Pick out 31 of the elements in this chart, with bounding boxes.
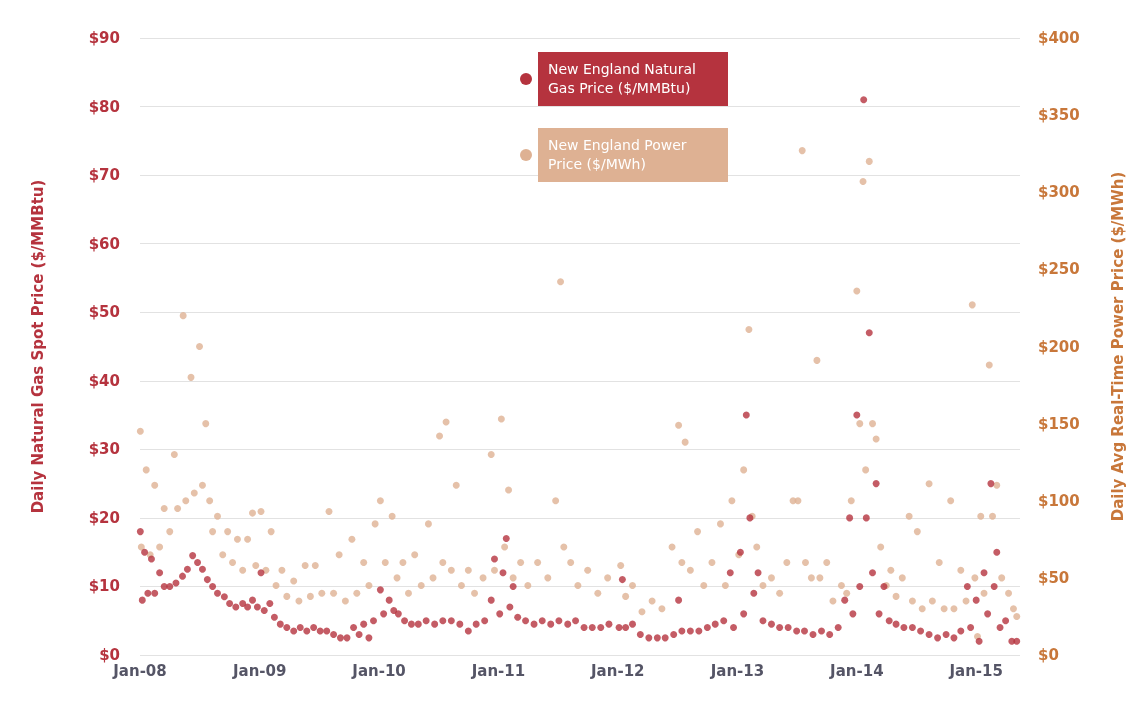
y-tick-label: $0 [99, 646, 120, 664]
y2-axis-title: Daily Avg Real-Time Power Price ($/MWh) [1108, 171, 1127, 522]
y2-tick-label: $100 [1038, 491, 1080, 510]
y2-tick-label: $150 [1038, 414, 1080, 433]
y-tick-label: $30 [88, 440, 120, 459]
y-tick-label: $10 [88, 577, 120, 596]
y2-tick-label: $400 [1038, 29, 1080, 47]
x-tick-label: Jan-13 [709, 661, 765, 680]
y-tick-label: $40 [88, 371, 120, 390]
y-axis-title: Daily Natural Gas Spot Price ($/MMBtu) [28, 179, 47, 514]
y-tick-label: $50 [88, 303, 120, 322]
x-tick-label: Jan-11 [470, 661, 526, 680]
y2-tick-label: $350 [1038, 106, 1080, 125]
y-tick-label: $80 [88, 97, 120, 116]
y2-tick-label: $250 [1038, 260, 1080, 279]
y-tick-label: $60 [88, 234, 120, 253]
x-tick-label: Jan-10 [351, 661, 406, 680]
x-tick-label: Jan-09 [231, 661, 287, 680]
y2-tick-label: $300 [1038, 183, 1080, 202]
y-tick-label: $70 [88, 166, 120, 185]
x-tick-label: Jan-14 [829, 661, 884, 680]
y2-tick-label: $50 [1038, 568, 1070, 587]
y2-tick-label: $200 [1038, 337, 1080, 356]
x-tick-label: Jan-15 [948, 661, 1003, 680]
y-tick-label: $20 [88, 508, 120, 527]
x-tick-label: Jan-12 [590, 661, 645, 680]
x-tick-label: Jan-08 [112, 661, 167, 680]
label-box: New England Natural Gas Price ($/MMBtu) [538, 52, 728, 106]
y-tick-label: $90 [88, 29, 120, 47]
label-box: New England Power Price ($/MWh) [538, 128, 728, 182]
y2-tick-label: $0 [1038, 646, 1059, 664]
